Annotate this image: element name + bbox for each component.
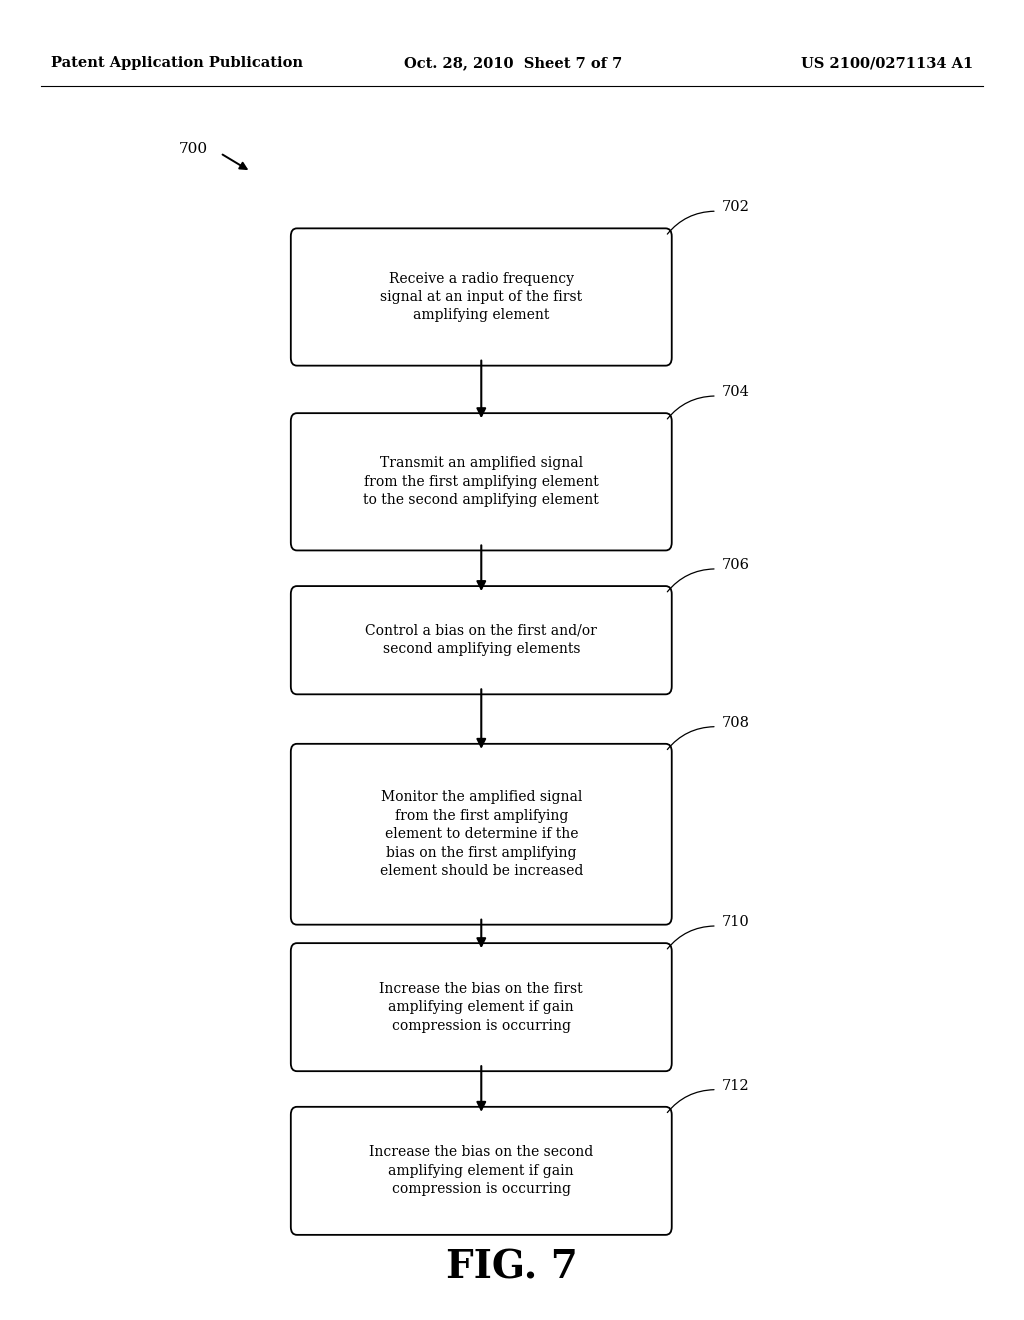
FancyBboxPatch shape <box>291 413 672 550</box>
Text: 712: 712 <box>722 1078 750 1093</box>
Text: Transmit an amplified signal
from the first amplifying element
to the second amp: Transmit an amplified signal from the fi… <box>364 457 599 507</box>
Text: FIG. 7: FIG. 7 <box>446 1249 578 1286</box>
Text: 700: 700 <box>179 143 208 156</box>
Text: Increase the bias on the first
amplifying element if gain
compression is occurri: Increase the bias on the first amplifyin… <box>380 982 583 1032</box>
Text: 710: 710 <box>722 915 750 929</box>
Text: Patent Application Publication: Patent Application Publication <box>51 57 303 70</box>
FancyBboxPatch shape <box>291 1106 672 1236</box>
FancyBboxPatch shape <box>291 942 672 1072</box>
Text: Receive a radio frequency
signal at an input of the first
amplifying element: Receive a radio frequency signal at an i… <box>380 272 583 322</box>
Text: 702: 702 <box>722 201 750 214</box>
Text: Control a bias on the first and/or
second amplifying elements: Control a bias on the first and/or secon… <box>366 624 597 656</box>
FancyBboxPatch shape <box>291 228 672 366</box>
Text: Increase the bias on the second
amplifying element if gain
compression is occurr: Increase the bias on the second amplifyi… <box>370 1146 593 1196</box>
Text: 704: 704 <box>722 385 750 399</box>
Text: 708: 708 <box>722 715 750 730</box>
Text: Oct. 28, 2010  Sheet 7 of 7: Oct. 28, 2010 Sheet 7 of 7 <box>404 57 623 70</box>
FancyBboxPatch shape <box>291 586 672 694</box>
FancyBboxPatch shape <box>291 744 672 924</box>
Text: Monitor the amplified signal
from the first amplifying
element to determine if t: Monitor the amplified signal from the fi… <box>380 791 583 878</box>
Text: US 2100/0271134 A1: US 2100/0271134 A1 <box>801 57 973 70</box>
Text: 706: 706 <box>722 558 750 572</box>
